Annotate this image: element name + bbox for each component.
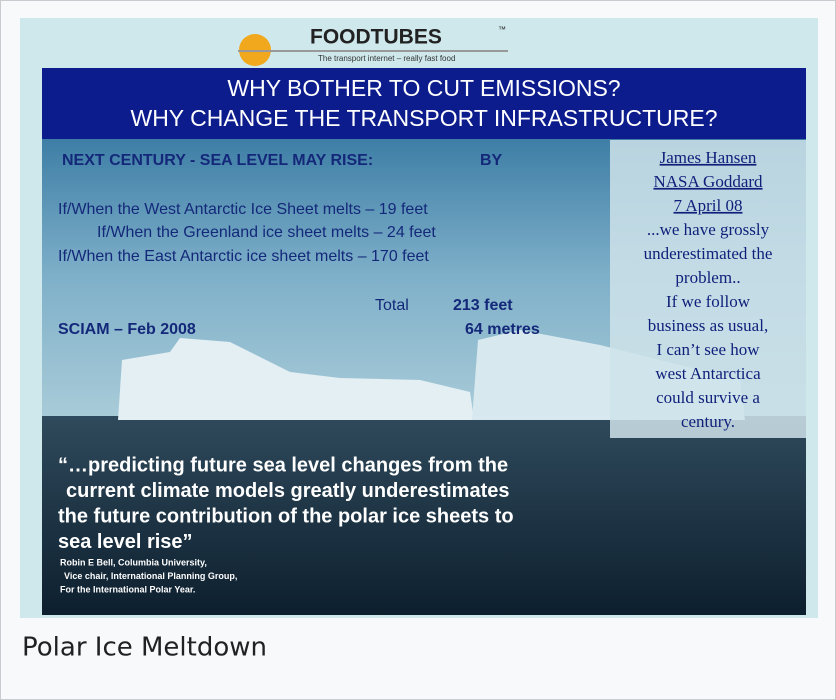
quote-line: sea level rise” (58, 531, 193, 553)
hansen-line: business as usual, (648, 316, 768, 335)
quote-line: “…predicting future sea level changes fr… (58, 454, 508, 476)
page: FOODTUBES ™ The transport internet – rea… (0, 0, 836, 700)
logo-line (238, 50, 508, 52)
total-feet: 213 feet (453, 297, 513, 314)
hansen-line: James Hansen (660, 148, 757, 167)
heading-by: BY (480, 152, 503, 169)
hansen-line: west Antarctica (655, 364, 761, 383)
hansen-line: problem.. (675, 268, 740, 287)
hansen-line: If we follow (666, 292, 751, 311)
hansen-line: NASA Goddard (653, 172, 763, 191)
item: If/When the East Antarctic ice sheet mel… (58, 248, 429, 265)
slide-figure: FOODTUBES ™ The transport internet – rea… (0, 0, 836, 700)
caption: Polar Ice Meltdown (22, 633, 267, 663)
logo-name: FOODTUBES (310, 26, 442, 49)
attribution-line: Robin E Bell, Columbia University, (60, 557, 207, 567)
hansen-line: could survive a (656, 388, 760, 407)
attribution-line: For the International Polar Year. (60, 584, 195, 594)
hansen-line: I can’t see how (656, 340, 760, 359)
banner-line: WHY BOTHER TO CUT EMISSIONS? (227, 75, 620, 101)
hansen-line: underestimated the (644, 244, 773, 263)
logo-tm: ™ (498, 25, 506, 34)
hansen-line: 7 April 08 (674, 196, 743, 215)
source: SCIAM – Feb 2008 (58, 321, 196, 338)
heading: NEXT CENTURY - SEA LEVEL MAY RISE: (62, 152, 373, 169)
hansen-line: ...we have grossly (647, 220, 770, 239)
item: If/When the Greenland ice sheet melts – … (97, 224, 436, 241)
hansen-line: century. (681, 412, 735, 431)
attribution-line: Vice chair, International Planning Group… (64, 571, 237, 581)
logo-tagline: The transport internet – really fast foo… (318, 54, 455, 63)
total-label: Total (375, 297, 409, 314)
total-metres: 64 metres (465, 321, 540, 338)
quote-line: the future contribution of the polar ice… (58, 505, 514, 527)
banner-line: WHY CHANGE THE TRANSPORT INFRASTRUCTURE? (130, 105, 717, 131)
quote-line: current climate models greatly underesti… (66, 480, 510, 502)
item: If/When the West Antarctic Ice Sheet mel… (58, 201, 428, 218)
